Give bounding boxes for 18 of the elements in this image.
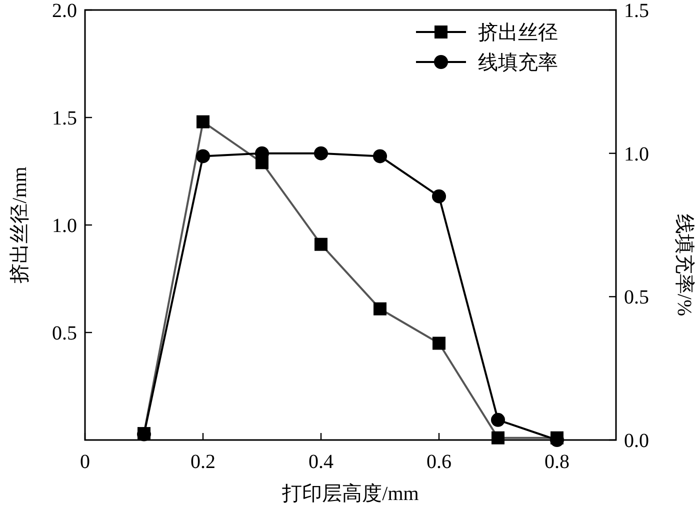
legend-label: 挤出丝径 [478,22,558,44]
y-tick-label: 0.5 [52,322,77,344]
y2-tick-label: 1.0 [624,143,649,166]
y-tick-label: 2.0 [52,0,77,22]
y2-tick-label: 0.0 [624,430,649,452]
y2-tick-label: 1.5 [624,0,649,22]
y-tick-label: 1.5 [52,108,77,130]
x-tick-label: 0.8 [544,451,570,473]
x-tick-label: 0 [80,451,90,473]
x-tick-label: 0.2 [190,451,216,473]
y-tick-label: 1.0 [52,215,77,237]
y2-axis-title: 线填充率/% [673,214,695,316]
x-tick-label: 0.4 [308,451,334,473]
legend-label: 线填充率 [478,52,558,74]
x-tick-label: 0.6 [426,451,452,473]
y2-tick-label: 0.5 [624,286,649,309]
x-axis-title: 打印层高度/mm [281,482,420,505]
y-axis-title: 挤出丝径/mm [9,166,31,284]
